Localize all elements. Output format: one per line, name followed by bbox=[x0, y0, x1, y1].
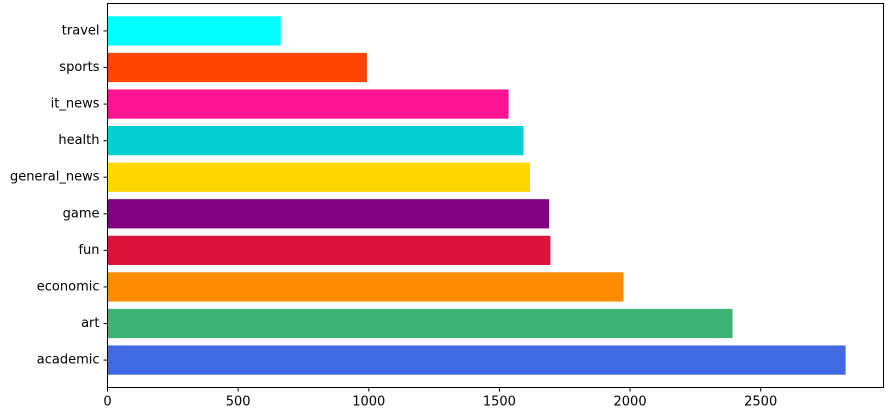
y-tick-label: fun bbox=[78, 243, 99, 258]
y-tick-label: it_news bbox=[51, 97, 100, 112]
x-tick-label: 2000 bbox=[614, 395, 647, 410]
bars-layer bbox=[107, 16, 846, 375]
y-tick-label: game bbox=[63, 206, 100, 221]
bar-art bbox=[107, 308, 733, 339]
bar-academic bbox=[107, 345, 846, 375]
bar-travel bbox=[107, 16, 281, 46]
x-axis: 0 500 1000 1500 2000 2500 bbox=[103, 387, 777, 410]
bar-health bbox=[107, 126, 524, 156]
y-tick-label: general_news bbox=[10, 170, 100, 185]
x-tick-label: 1000 bbox=[352, 395, 385, 410]
x-tick-label: 1500 bbox=[483, 395, 516, 410]
bar-game bbox=[107, 199, 550, 229]
bar-economic bbox=[107, 272, 624, 302]
x-tick-label: 0 bbox=[103, 395, 111, 410]
x-tick-label: 500 bbox=[226, 395, 251, 410]
bar-fun bbox=[107, 235, 551, 265]
y-tick-label: academic bbox=[37, 353, 100, 368]
bar-general-news bbox=[107, 162, 530, 192]
y-tick-label: health bbox=[58, 133, 99, 148]
y-tick-label: travel bbox=[62, 23, 100, 38]
axes-frame bbox=[107, 3, 884, 388]
x-tick-label: 2500 bbox=[744, 395, 777, 410]
y-tick-label: economic bbox=[37, 279, 100, 294]
bar-sports bbox=[107, 52, 367, 83]
y-tick-label: sports bbox=[59, 60, 99, 75]
bar-it-news bbox=[107, 89, 509, 119]
y-tick-label: art bbox=[81, 316, 99, 331]
y-axis: academic art economic fun game general_news he… bbox=[10, 23, 108, 368]
